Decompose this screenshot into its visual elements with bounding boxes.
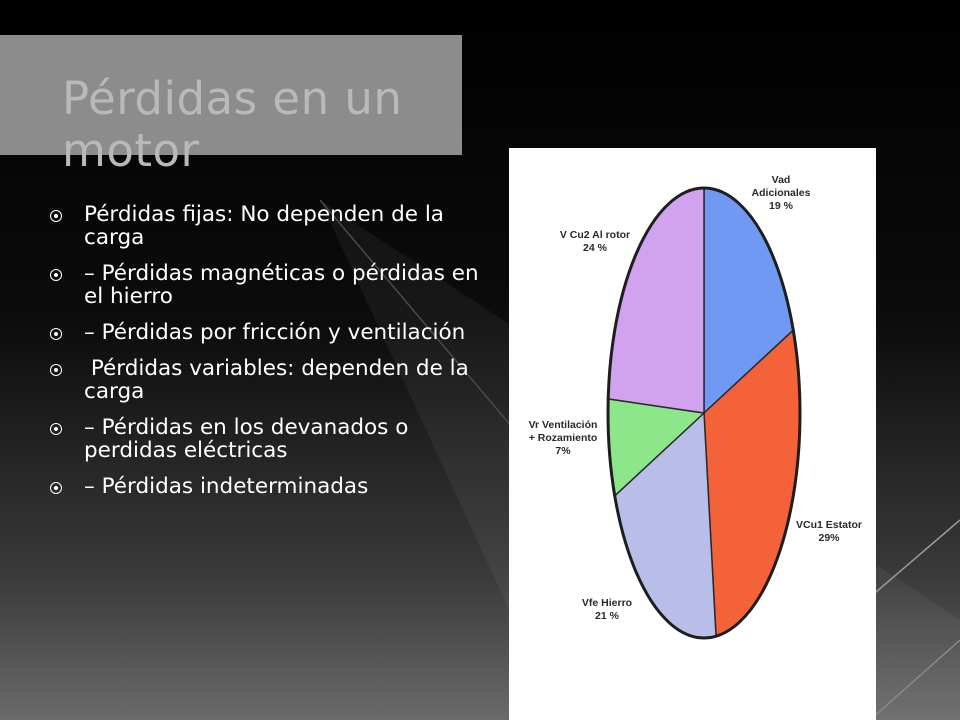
bullet-item: – Pérdidas magnéticas o pérdidas en el h…: [50, 262, 490, 308]
slide-title: Pérdidas en un motor: [62, 72, 403, 177]
bullet-icon: [50, 482, 62, 494]
bullet-item: – Pérdidas en los devanados o perdidas e…: [50, 416, 490, 462]
pie-chart: Vad Adicionales 19 % VCu1 Estator 29% Vfe Hie…: [529, 174, 862, 640]
bullet-icon: [50, 364, 62, 376]
bullet-item: – Pérdidas por fricción y ventilación: [50, 321, 490, 344]
bullet-item: Pérdidas fijas: No dependen de la carga: [50, 203, 490, 249]
pie-chart-panel: Vad Adicionales 19 % VCu1 Estator 29% Vfe Hie…: [509, 148, 876, 720]
bullet-text: – Pérdidas por fricción y ventilación: [84, 320, 466, 345]
bullet-item: – Pérdidas indeterminadas: [50, 475, 490, 498]
bullet-text: Pérdidas variables: dependen de la carga: [84, 356, 476, 404]
pie-slice-label: Vad Adicionales 19 %: [752, 174, 811, 212]
bullet-icon: [50, 328, 62, 340]
bullet-item: Pérdidas variables: dependen de la carga: [50, 357, 490, 403]
pie-slice-label: Vfe Hierro 21 %: [582, 597, 632, 622]
bullet-icon: [50, 210, 62, 222]
bullet-icon: [50, 269, 62, 281]
bullet-text: Pérdidas fijas: No dependen de la carga: [84, 202, 444, 250]
pie-slice: [607, 187, 705, 414]
bullet-icon: [50, 423, 62, 435]
title-box: Pérdidas en un motor: [0, 35, 462, 177]
bullet-text: – Pérdidas indeterminadas: [84, 474, 369, 499]
bullet-text: – Pérdidas magnéticas o pérdidas en el h…: [84, 261, 479, 309]
pie-slice-label: VCu1 Estator 29%: [796, 519, 862, 544]
pie-slice-label: V Cu2 Al rotor 24 %: [560, 229, 630, 254]
pie-slice-label: Vr Ventilación + Rozamiento 7%: [529, 419, 598, 457]
pie-outline: [606, 186, 802, 640]
bullet-text: – Pérdidas en los devanados o perdidas e…: [84, 415, 409, 463]
bullet-list: Pérdidas fijas: No dependen de la carga …: [50, 203, 490, 511]
